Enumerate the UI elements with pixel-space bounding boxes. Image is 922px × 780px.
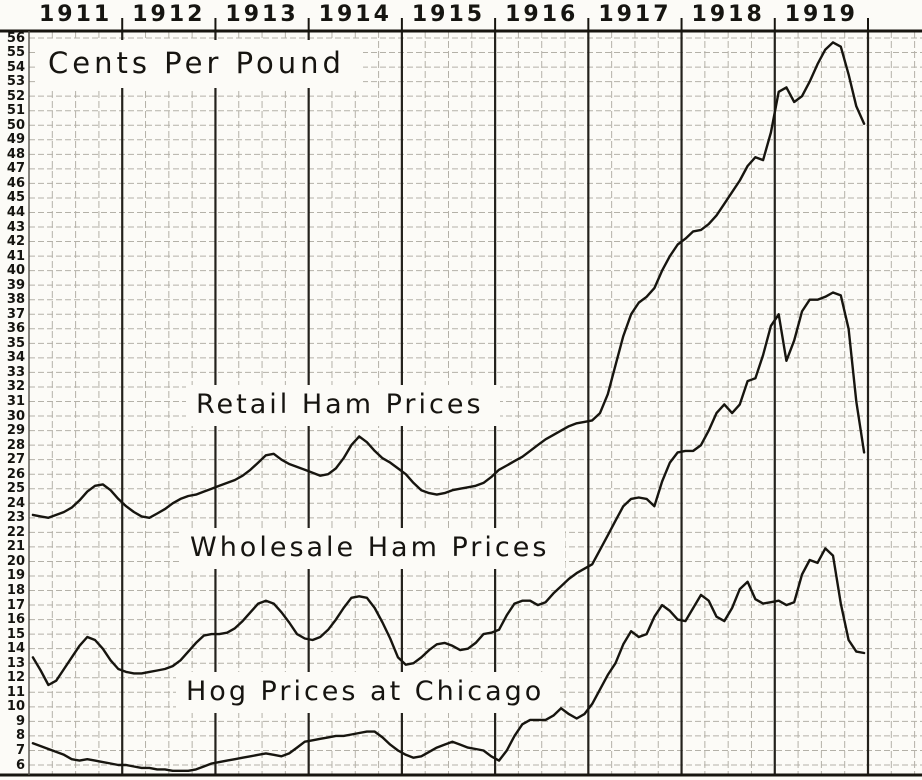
y-axis-tick-label: 15: [6, 626, 25, 642]
y-axis-tick-label: 16: [6, 612, 25, 628]
y-axis-tick-label: 25: [6, 481, 25, 497]
x-axis-years: 1911 1912 1913 1914 1915 1916 1917 1918 1919: [0, 0, 922, 31]
y-axis-tick-label: 45: [6, 190, 25, 206]
y-axis-tick-label: 28: [6, 437, 25, 453]
y-axis-tick-label: 49: [6, 132, 25, 148]
x-axis-year-label: 1917: [598, 2, 672, 27]
y-axis-tick-label: 9: [15, 713, 25, 729]
y-axis-tick-label: 43: [6, 219, 25, 235]
series-label-hog-prices-chicago: Hog Prices at Chicago: [176, 672, 561, 713]
y-axis-tick-label: 21: [6, 539, 25, 555]
series-label-wholesale-ham-prices: Wholesale Ham Prices: [180, 528, 566, 569]
y-axis-tick-label: 47: [6, 161, 25, 177]
y-axis-tick-label: 30: [6, 408, 25, 424]
y-axis-tick-label: 44: [6, 204, 25, 220]
y-axis-tick-label: 40: [6, 263, 25, 279]
y-axis-tick-label: 46: [6, 175, 25, 191]
series-line-retail-ham-prices: [31, 41, 866, 519]
y-axis-tick-label: 14: [6, 641, 25, 657]
x-axis-year-label: 1918: [691, 2, 765, 27]
y-axis-tick-label: 55: [6, 45, 25, 61]
y-axis-tick-label: 18: [6, 583, 25, 599]
y-axis-tick-label: 22: [6, 524, 25, 540]
series-line-hog-prices-at-chicago: [31, 547, 866, 772]
y-axis-tick-label: 56: [6, 30, 25, 46]
y-axis-tick-label: 38: [6, 292, 25, 308]
y-axis-tick-label: 27: [6, 452, 25, 468]
y-axis-tick-label: 26: [6, 466, 25, 482]
y-axis-tick-label: 13: [6, 655, 25, 671]
y-axis-tick-label: 10: [6, 699, 25, 715]
y-axis-tick-label: 50: [6, 117, 25, 133]
y-axis-tick-label: 54: [6, 59, 25, 75]
x-axis-year-label: 1913: [225, 2, 299, 27]
y-axis-tick-label: 37: [6, 306, 25, 322]
y-axis-tick-label: 52: [6, 88, 25, 104]
y-axis-tick-label: 7: [15, 742, 25, 758]
y-axis-tick-label: 32: [6, 379, 25, 395]
x-axis-year-label: 1915: [411, 2, 486, 27]
y-axis-tick-label: 35: [6, 335, 25, 351]
x-axis-year-label: 1911: [38, 2, 113, 27]
y-axis-tick-label: 34: [6, 350, 25, 366]
y-axis-tick-label: 29: [6, 423, 25, 439]
y-axis-tick-label: 19: [6, 568, 25, 584]
chart-title: Cents Per Pound: [36, 40, 363, 88]
x-axis-year-label: 1912: [132, 2, 206, 27]
x-axis-year-label: 1914: [318, 2, 392, 27]
y-axis-tick-label: 20: [6, 553, 25, 569]
y-axis-tick-label: 23: [6, 510, 25, 526]
y-axis-tick-label: 11: [6, 684, 25, 700]
series-label-retail-ham-prices: Retail Ham Prices: [186, 385, 500, 426]
y-axis-tick-label: 53: [6, 74, 25, 90]
y-axis-tick-label: 36: [6, 321, 25, 337]
series-line-wholesale-ham-prices: [31, 291, 866, 687]
y-axis-tick-label: 8: [15, 728, 25, 744]
y-axis-tick-label: 39: [6, 277, 25, 293]
y-axis-ticks: 56 55 54 53 52 51 50 49 48 47 46 45 44 43 42 41 40 39 38 37…: [0, 0, 28, 780]
y-axis-tick-label: 17: [6, 597, 25, 613]
y-axis-tick-label: 51: [6, 103, 25, 119]
y-axis-tick-label: 33: [6, 364, 25, 380]
y-axis-tick-label: 6: [15, 757, 25, 773]
y-axis-tick-label: 42: [6, 234, 25, 250]
x-axis-year-label: 1916: [505, 2, 579, 27]
y-axis-tick-label: 24: [6, 495, 25, 511]
x-axis-year-label: 1919: [784, 2, 858, 27]
y-axis-tick-label: 12: [6, 670, 25, 686]
y-axis-tick-label: 48: [6, 146, 25, 162]
y-axis-tick-label: 41: [6, 248, 25, 264]
y-axis-tick-label: 31: [6, 394, 25, 409]
